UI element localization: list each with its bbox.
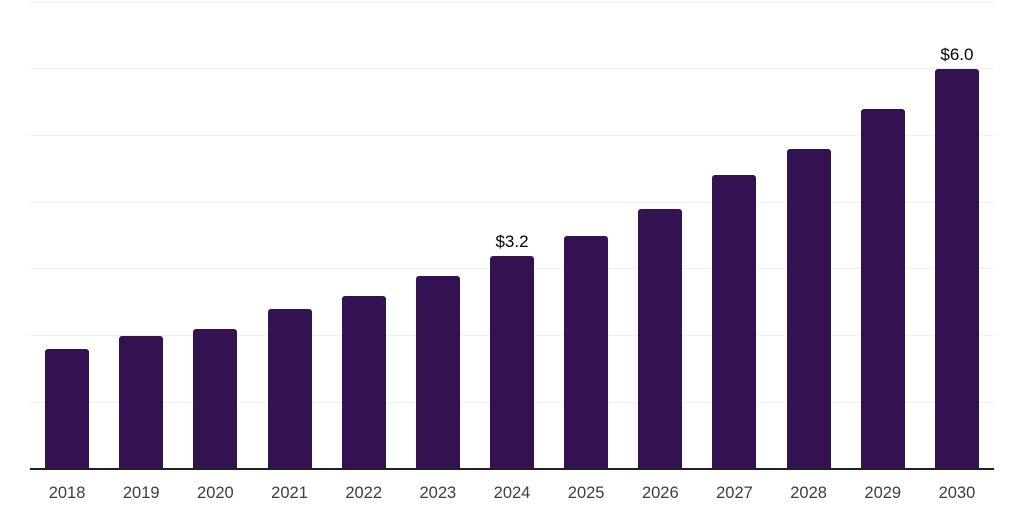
bar-2023 [415,275,460,469]
x-tick-2028: 2028 [790,484,827,502]
gridline-6 [30,68,994,70]
x-tick-2019: 2019 [122,484,160,502]
value-label-2024: $3.2 [495,231,529,251]
x-tick-2029: 2029 [864,484,902,502]
x-tick-2025: 2025 [567,484,605,502]
bar-2018 [45,348,90,469]
x-axis-line [30,468,994,470]
x-tick-2030: 2030 [938,484,976,502]
x-tick-2021: 2021 [271,484,308,502]
value-label-2030: $6.0 [940,44,974,64]
gridline-4 [30,201,994,203]
bar-2030 [934,68,979,469]
bar-2025 [564,235,609,469]
x-tick-2022: 2022 [345,484,383,502]
bar-2027 [712,175,757,469]
plot-area: $3.2 $6.0 [30,1,994,470]
bar-2019 [119,335,164,469]
bar-2028 [786,148,831,469]
bar-2029 [860,108,905,469]
x-tick-2027: 2027 [716,484,753,502]
gridline-7 [30,1,994,3]
x-axis-labels: 2018 2019 2020 2021 2022 2023 2024 2025 2026 2027… [30,482,994,506]
bar-2020 [193,328,238,469]
gridline-5 [30,134,994,136]
x-tick-2023: 2023 [419,484,457,502]
x-tick-2018: 2018 [48,484,86,502]
bar-2021 [267,308,312,469]
bar-2026 [638,208,683,469]
bar-2022 [341,295,386,469]
x-tick-2024: 2024 [493,484,531,502]
bar-2024 [490,255,534,469]
x-tick-2020: 2020 [197,484,234,502]
x-tick-2026: 2026 [641,484,679,502]
